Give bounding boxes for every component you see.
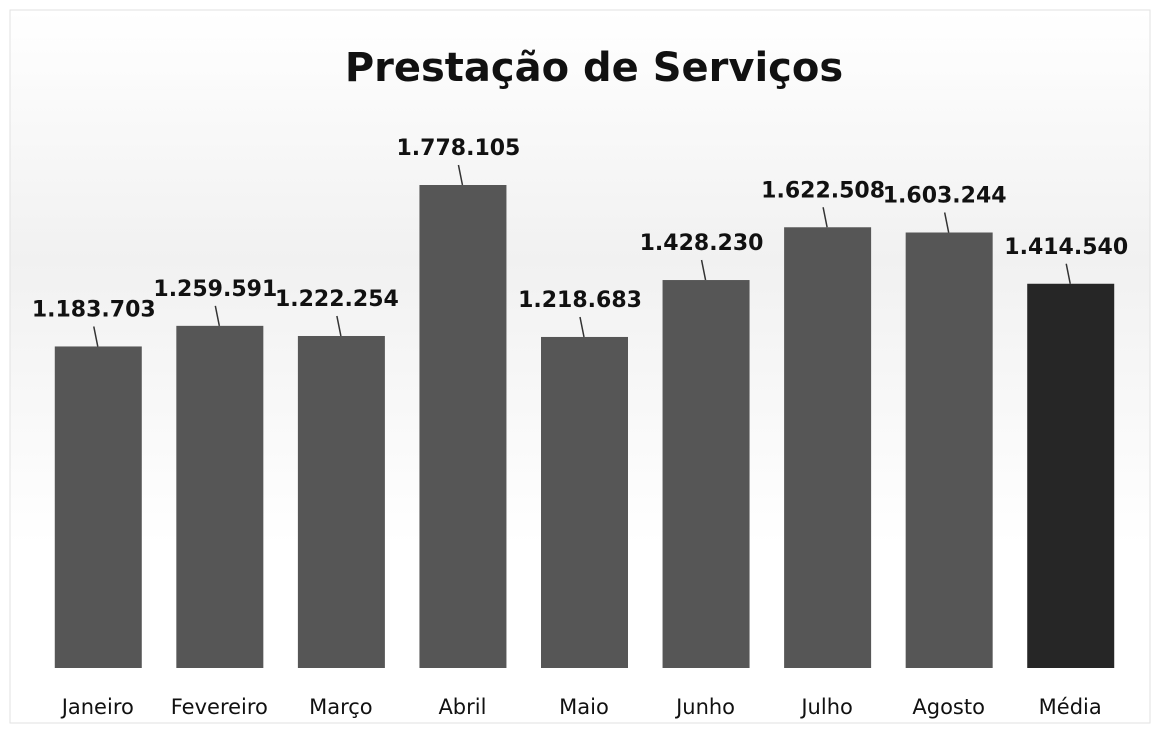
value-label: 1.428.230 (640, 231, 764, 256)
leader-line (822, 207, 828, 228)
x-tick-label: Maio (559, 695, 609, 719)
leader-line (214, 305, 221, 326)
value-label: 1.622.508 (761, 178, 885, 203)
leader-line (457, 164, 464, 186)
bar (784, 227, 872, 668)
bar (419, 185, 507, 668)
leader-line (336, 315, 342, 337)
bar (297, 335, 385, 668)
x-tick-label: Março (309, 695, 373, 719)
value-label: 1.603.244 (883, 183, 1007, 208)
bar (1027, 283, 1115, 668)
bar (905, 232, 993, 668)
x-tick-label: Agosto (912, 695, 985, 719)
leader-line (700, 259, 707, 281)
leader-line (579, 316, 585, 338)
x-tick-label: Julho (799, 695, 853, 719)
value-label: 1.218.683 (518, 288, 642, 313)
value-label: 1.414.540 (1004, 235, 1128, 260)
chart-title: Prestação de Serviços (345, 45, 843, 91)
value-label: 1.183.703 (32, 297, 156, 322)
x-tick-label: Fevereiro (171, 695, 268, 719)
x-tick-label: Janeiro (60, 695, 134, 719)
leader-line (943, 212, 950, 233)
bar (662, 280, 750, 668)
value-label: 1.778.105 (397, 136, 521, 161)
bar (541, 336, 628, 668)
x-tick-label: Média (1039, 695, 1102, 719)
x-tick-label: Junho (674, 695, 735, 719)
bar (54, 346, 142, 668)
leader-line (93, 326, 99, 347)
bar (176, 325, 264, 668)
value-label: 1.259.591 (153, 277, 277, 302)
leader-line (1065, 263, 1071, 284)
x-tick-label: Abril (438, 695, 486, 719)
value-label: 1.222.254 (275, 287, 399, 312)
